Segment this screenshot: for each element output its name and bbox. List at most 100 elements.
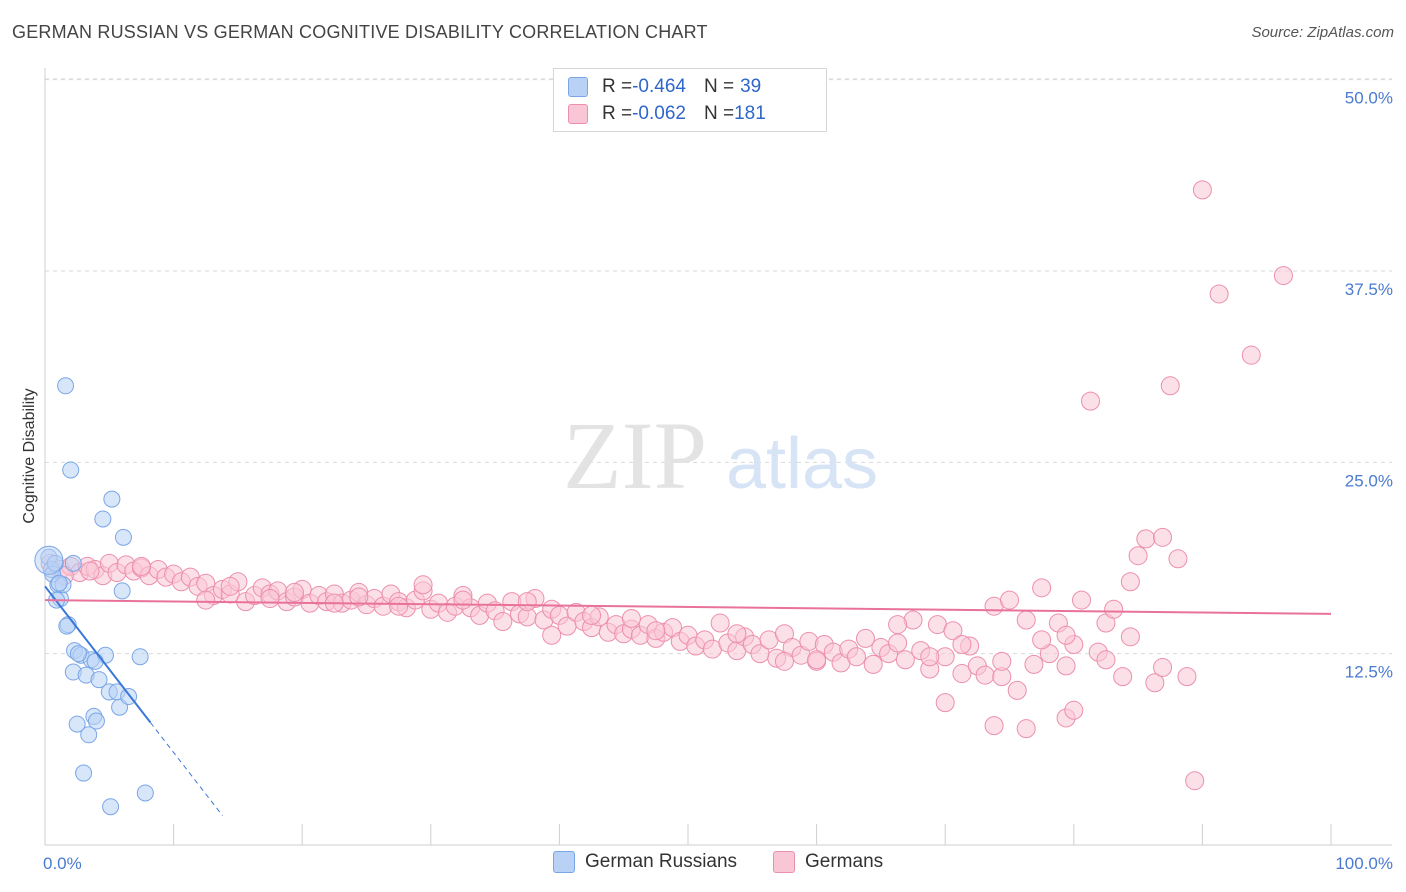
germans-point <box>220 576 240 596</box>
germans-point <box>807 650 827 670</box>
legend-row-german-russians: R = -0.464 N = 39 <box>568 75 761 99</box>
legend-item-german-russians: German Russians <box>553 851 737 873</box>
y-axis-label: Cognitive Disability <box>21 388 38 523</box>
german-russians-point <box>103 490 121 508</box>
germans-point <box>1072 590 1092 610</box>
germans-point <box>1016 610 1036 630</box>
germans-point <box>1153 527 1173 547</box>
x-tick-label: 0.0% <box>43 854 82 873</box>
legend-r-value: -0.062 <box>632 103 686 124</box>
germans-point <box>80 561 100 581</box>
germans-point <box>1120 572 1140 592</box>
germans-point <box>1081 391 1101 411</box>
germans-point <box>389 596 409 616</box>
germans-point <box>935 693 955 713</box>
germans-point <box>1000 590 1019 610</box>
german-russians-points <box>34 377 154 816</box>
germans-point <box>1185 771 1205 791</box>
y-tick-label: 25.0% <box>1345 471 1393 490</box>
axes <box>44 68 1392 846</box>
germans-point <box>774 651 794 671</box>
germans-point <box>1120 627 1140 647</box>
germans-point <box>1007 680 1027 700</box>
german-russians-point <box>75 764 93 782</box>
german-russians-point <box>94 510 112 528</box>
germans-point <box>284 582 304 602</box>
bottom-swatch-pink <box>773 851 795 873</box>
german-russians-point <box>34 545 64 575</box>
germans-point <box>1145 673 1165 693</box>
germans-point <box>1032 630 1052 650</box>
germans-point <box>799 631 819 651</box>
legend-swatch-blue <box>568 77 588 97</box>
legend-n-label: N = <box>703 76 735 97</box>
german-russians-trend <box>44 585 152 724</box>
germans-point <box>1168 549 1188 569</box>
german-russians-point <box>113 582 131 600</box>
germans-point <box>1136 529 1156 549</box>
bottom-swatch-blue <box>553 851 575 873</box>
legend-n-value: 39 <box>740 76 762 97</box>
germans-point <box>1056 656 1076 676</box>
germans-point <box>1209 284 1229 304</box>
germans-point <box>413 575 433 595</box>
germans-point <box>888 633 908 653</box>
germans-point <box>493 612 513 632</box>
germans-point <box>646 621 666 641</box>
german-russians-point <box>80 726 98 744</box>
legend-r-label: R = <box>602 103 633 124</box>
germans-point <box>920 647 940 667</box>
germans-point <box>1024 654 1044 674</box>
germans-point <box>1273 266 1293 286</box>
chart-title: GERMAN RUSSIAN VS GERMAN COGNITIVE DISAB… <box>12 22 708 42</box>
german-russians-point <box>68 715 86 733</box>
germans-point <box>943 621 963 641</box>
germans-point <box>984 716 1004 736</box>
germans-point <box>1016 719 1036 739</box>
germans-point <box>863 654 883 674</box>
germans-point <box>846 647 866 667</box>
germans-point <box>349 587 369 607</box>
legend-n-value: 181 <box>734 103 766 124</box>
germans-point <box>1032 578 1052 598</box>
german-russians-point <box>50 574 68 592</box>
germans-point <box>1177 667 1197 687</box>
germans-point <box>196 590 216 610</box>
legend-item-germans: Germans <box>773 851 883 873</box>
germans-point <box>1128 546 1148 566</box>
german-russians-point <box>64 554 82 572</box>
germans-point <box>727 624 747 644</box>
germans-point <box>975 665 995 685</box>
germans-point <box>131 556 151 576</box>
tick-labels: 12.5% 25.0% 37.5% 50.0% 0.0% 100.0% <box>43 89 1393 873</box>
germans-point <box>1241 345 1261 365</box>
germans-point <box>992 651 1012 671</box>
germans-point <box>952 664 972 684</box>
german-russians-point <box>131 648 149 666</box>
germans-point <box>1192 180 1212 200</box>
germans-point <box>1160 376 1180 396</box>
bottom-legend-label: German Russians <box>585 851 738 872</box>
german-russians-point <box>57 377 75 395</box>
germans-trend <box>44 599 1332 615</box>
y-tick-label: 37.5% <box>1345 280 1393 299</box>
german-russians-point <box>87 712 105 730</box>
germans-point <box>582 605 602 625</box>
grid-lines <box>45 78 1392 655</box>
germans-point <box>260 589 280 609</box>
legend-swatch-pink <box>568 104 588 124</box>
germans-point <box>710 613 730 633</box>
germans-point <box>952 634 972 654</box>
legend-r-label: R = <box>602 76 633 97</box>
germans-point <box>1064 700 1084 720</box>
source-label: Source: ZipAtlas.com <box>1251 24 1394 41</box>
german-russians-point <box>102 798 120 816</box>
german-russians-point <box>136 784 154 802</box>
germans-point <box>895 650 915 670</box>
legend-n-label: N = <box>703 103 735 124</box>
y-tick-label: 50.0% <box>1345 89 1393 108</box>
y-tick-label: 12.5% <box>1345 663 1393 682</box>
german-russians-point <box>86 652 104 670</box>
germans-points <box>40 180 1293 791</box>
germans-point <box>1113 667 1133 687</box>
